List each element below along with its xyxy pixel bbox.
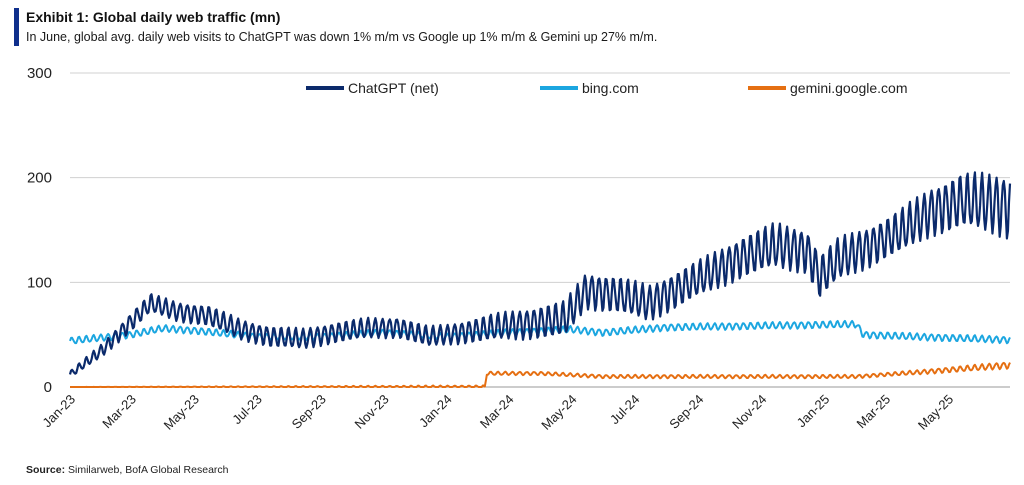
series-line-bing-com bbox=[69, 319, 1011, 345]
x-tick-label-jan-25: Jan-25 bbox=[794, 392, 833, 431]
x-tick-label-mar-24: Mar-24 bbox=[477, 392, 517, 432]
x-tick-label-jan-23: Jan-23 bbox=[39, 392, 78, 431]
legend-label-2: gemini.google.com bbox=[790, 80, 908, 96]
x-tick-label-sep-24: Sep-24 bbox=[666, 392, 706, 432]
x-tick-label-may-24: May-24 bbox=[538, 392, 579, 433]
x-tick-label-nov-23: Nov-23 bbox=[352, 392, 392, 432]
y-tick-label-200: 200 bbox=[27, 170, 52, 187]
x-tick-label-nov-24: Nov-24 bbox=[729, 392, 769, 432]
source-note: Source: Similarweb, BofA Global Research bbox=[26, 464, 229, 476]
source-label: Source: bbox=[26, 464, 66, 476]
y-tick-label-300: 300 bbox=[27, 65, 52, 82]
x-tick-label-jul-23: Jul-23 bbox=[229, 392, 265, 428]
legend-label-0: ChatGPT (net) bbox=[348, 80, 439, 96]
x-tick-label-jan-24: Jan-24 bbox=[416, 392, 455, 431]
series-line-chatgpt-net- bbox=[68, 171, 1012, 375]
x-tick-label-may-25: May-25 bbox=[915, 392, 956, 433]
line-chart: 0 100 200 300 Jan-23 Mar-23 May-23 Jul-23 Sep-23… bbox=[27, 65, 1012, 433]
x-tick-label-jul-24: Jul-24 bbox=[607, 392, 643, 428]
chart-subtitle: In June, global avg. daily web visits to… bbox=[26, 30, 658, 44]
x-tick-label-may-23: May-23 bbox=[161, 392, 202, 433]
x-tick-label-mar-25: Mar-25 bbox=[854, 392, 894, 432]
x-tick-label-mar-23: Mar-23 bbox=[99, 392, 139, 432]
legend-label-1: bing.com bbox=[582, 80, 639, 96]
chart-title: Exhibit 1: Global daily web traffic (mn) bbox=[26, 9, 281, 25]
y-tick-label-100: 100 bbox=[27, 274, 52, 291]
title-accent-bar bbox=[14, 8, 19, 46]
source-text: Similarweb, BofA Global Research bbox=[65, 464, 229, 476]
x-tick-label-sep-23: Sep-23 bbox=[289, 392, 329, 432]
series-line-gemini-google-com bbox=[70, 361, 1011, 388]
y-tick-label-0: 0 bbox=[44, 379, 52, 396]
